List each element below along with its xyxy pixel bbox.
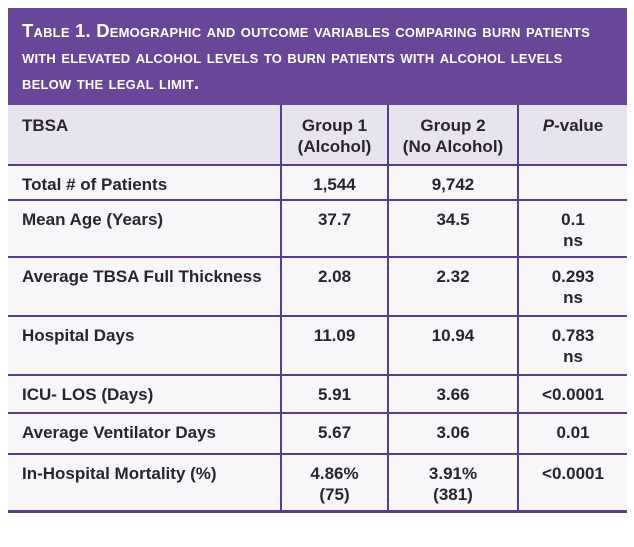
p-value: 0.293 ns (517, 258, 627, 315)
group1-value: 1,544 (280, 166, 387, 199)
p-value (517, 166, 627, 199)
group2-value: 9,742 (387, 166, 517, 199)
group1-value: 5.91 (280, 376, 387, 412)
row-label: In-Hospital Mortality (%) (22, 464, 217, 483)
group1-value: 5.67 (280, 414, 387, 453)
pvalue-italic-p: P (542, 116, 555, 135)
group2-value: 3.06 (387, 414, 517, 453)
row-label: Total # of Patients (22, 175, 168, 194)
group1-value: 11.09 (280, 317, 387, 374)
p-value: 0.01 (517, 414, 627, 453)
row-label: Average Ventilator Days (22, 423, 217, 442)
table-row: In-Hospital Mortality (%) 4.86% (75) 3.9… (8, 455, 627, 513)
table-row: Mean Age (Years) 37.7 34.5 0.1 ns (8, 201, 627, 258)
p-value: <0.0001 (517, 376, 627, 412)
table-row: Average TBSA Full Thickness 2.08 2.32 0.… (8, 258, 627, 317)
table-row: Average Ventilator Days 5.67 3.06 0.01 (8, 414, 627, 455)
row-label: ICU- LOS (Days) (22, 385, 154, 404)
column-header-pvalue: P-value (517, 105, 627, 164)
table-title-text: Table 1. Demographic and outcome variabl… (22, 20, 590, 93)
row-label: Mean Age (Years) (22, 210, 164, 229)
group2-value: 2.32 (387, 258, 517, 315)
group1-value: 37.7 (280, 201, 387, 256)
group2-value: 34.5 (387, 201, 517, 256)
p-value: 0.783 ns (517, 317, 627, 374)
group1-value: 4.86% (75) (280, 455, 387, 510)
pvalue-rest: -value (554, 116, 604, 135)
table-header-row: TBSA Group 1 (Alcohol) Group 2 (No Alcoh… (8, 105, 627, 166)
p-value: <0.0001 (517, 455, 627, 510)
column-header-group2: Group 2 (No Alcohol) (387, 105, 517, 164)
table-row: ICU- LOS (Days) 5.91 3.66 <0.0001 (8, 376, 627, 414)
demographics-table: Table 1. Demographic and outcome variabl… (8, 8, 627, 513)
row-label: Average TBSA Full Thickness (22, 267, 262, 286)
row-label: Hospital Days (22, 326, 135, 345)
group1-value: 2.08 (280, 258, 387, 315)
p-value: 0.1 ns (517, 201, 627, 256)
column-header-group1: Group 1 (Alcohol) (280, 105, 387, 164)
table-row: Hospital Days 11.09 10.94 0.783 ns (8, 317, 627, 376)
group2-value: 10.94 (387, 317, 517, 374)
table-title: Table 1. Demographic and outcome variabl… (8, 8, 627, 105)
column-header-tbsa: TBSA (22, 116, 69, 135)
group2-value: 3.66 (387, 376, 517, 412)
group2-value: 3.91% (381) (387, 455, 517, 510)
table-row: Total # of Patients 1,544 9,742 (8, 166, 627, 201)
